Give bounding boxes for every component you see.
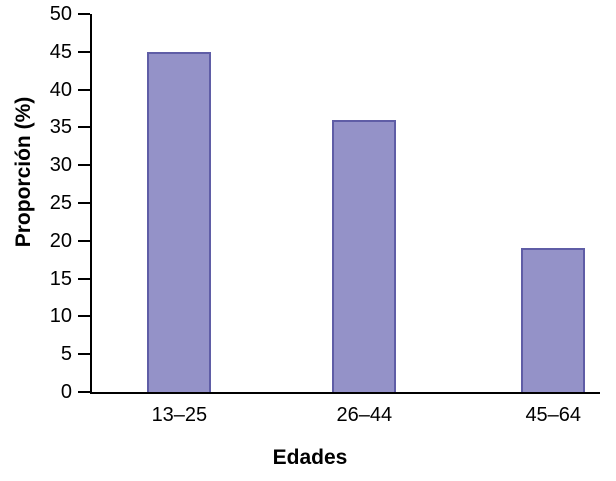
y-tick-label: 10 [49,305,72,328]
y-tick-label: 40 [49,78,72,101]
y-tick-label: 45 [49,40,72,63]
bar-26–44 [332,119,397,392]
y-tick [78,353,90,356]
y-tick-label: 25 [49,192,72,214]
x-tick-label: 26–44 [336,404,393,426]
y-tick-label: 0 [60,381,72,403]
y-tick-label: 30 [49,154,72,177]
y-tick-label: 5 [60,343,72,366]
x-tick-label: 45–64 [525,404,582,426]
x-axis-title: Edades [272,446,348,469]
y-tick [78,315,90,318]
plot-area: 0 5 10 15 20 25 30 35 40 45 50 13–25 26–44 45–64 [50,3,600,426]
y-tick [78,50,90,53]
y-tick-label: 50 [49,3,72,25]
y-tick [78,126,90,129]
y-tick [78,88,90,91]
y-tick-label: 35 [49,116,72,139]
bar-45–64 [521,248,586,392]
y-tick [78,239,90,242]
bar-13–25 [147,51,212,392]
y-tick-label: 15 [49,267,72,290]
y-tick [78,391,90,393]
y-tick [78,202,90,204]
y-tick [78,164,90,167]
y-tick [78,13,90,15]
x-tick-label: 13–25 [151,404,208,426]
y-tick-label: 20 [49,229,72,252]
y-tick [78,277,90,280]
